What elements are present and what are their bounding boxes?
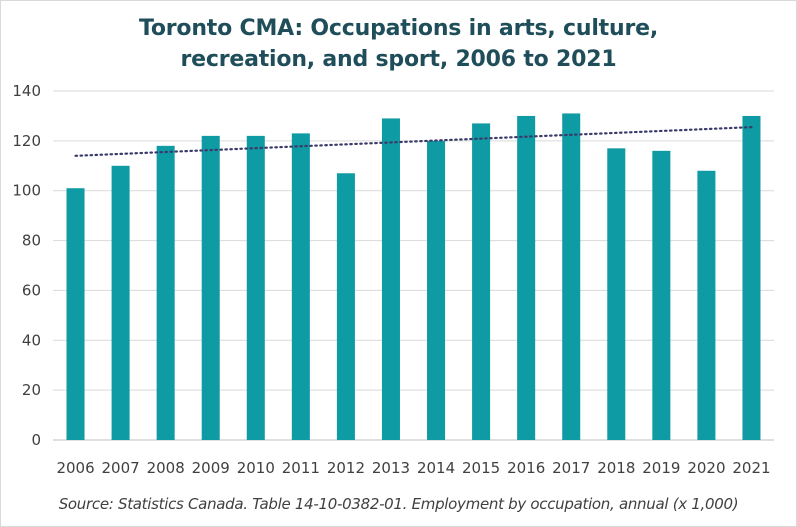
y-axis-ticks: 0 20 40 60 80 100 120 140 <box>12 82 41 449</box>
y-tick-label: 120 <box>12 132 41 150</box>
y-tick-label: 140 <box>12 82 41 100</box>
x-tick-label: 2011 <box>282 459 320 477</box>
bar-2008 <box>156 145 175 441</box>
bars <box>66 113 761 441</box>
x-axis-ticks: 2006 2007 2008 2009 2010 2011 2012 2013 2014 2015… <box>56 459 770 477</box>
chart-title-line-2: recreation, and sport, 2006 to 2021 <box>180 47 617 72</box>
bar-2013 <box>381 118 400 441</box>
x-tick-label: 2006 <box>56 459 94 477</box>
y-tick-label: 40 <box>22 331 41 349</box>
source-note: Source: Statistics Canada. Table 14-10-0… <box>58 495 739 513</box>
bar-2009 <box>201 135 220 440</box>
bar-2010 <box>246 135 265 440</box>
x-tick-label: 2020 <box>687 459 725 477</box>
x-tick-label: 2016 <box>507 459 545 477</box>
bar-2007 <box>111 165 130 441</box>
x-tick-label: 2021 <box>732 459 770 477</box>
bar-2006 <box>66 188 85 440</box>
chart-title-line-1: Toronto CMA: Occupations in arts, cultur… <box>138 16 658 41</box>
x-tick-label: 2015 <box>462 459 500 477</box>
trendline-group <box>74 126 753 157</box>
bar-2020 <box>697 170 716 440</box>
bar-2019 <box>652 150 671 441</box>
bar-2014 <box>427 140 446 440</box>
x-tick-label: 2019 <box>642 459 680 477</box>
x-tick-label: 2009 <box>192 459 230 477</box>
trendline <box>74 126 753 157</box>
x-tick-label: 2007 <box>102 459 140 477</box>
bar-2011 <box>291 133 310 440</box>
y-tick-label: 80 <box>22 232 41 250</box>
y-tick-label: 100 <box>12 182 41 200</box>
x-tick-label: 2014 <box>417 459 455 477</box>
x-tick-label: 2008 <box>147 459 185 477</box>
x-tick-label: 2018 <box>597 459 635 477</box>
x-tick-label: 2013 <box>372 459 410 477</box>
bar-2018 <box>607 148 626 441</box>
bar-2012 <box>336 173 355 440</box>
y-tick-label: 0 <box>31 431 41 449</box>
bar-2021 <box>742 115 761 440</box>
chart-title: Toronto CMA: Occupations in arts, cultur… <box>1 13 796 75</box>
bar-2016 <box>517 115 536 440</box>
y-tick-label: 60 <box>22 281 41 299</box>
x-tick-label: 2010 <box>237 459 275 477</box>
x-tick-label: 2017 <box>552 459 590 477</box>
bar-2017 <box>562 113 581 440</box>
x-tick-label: 2012 <box>327 459 365 477</box>
y-tick-label: 20 <box>22 381 41 399</box>
bar-2015 <box>472 123 491 441</box>
